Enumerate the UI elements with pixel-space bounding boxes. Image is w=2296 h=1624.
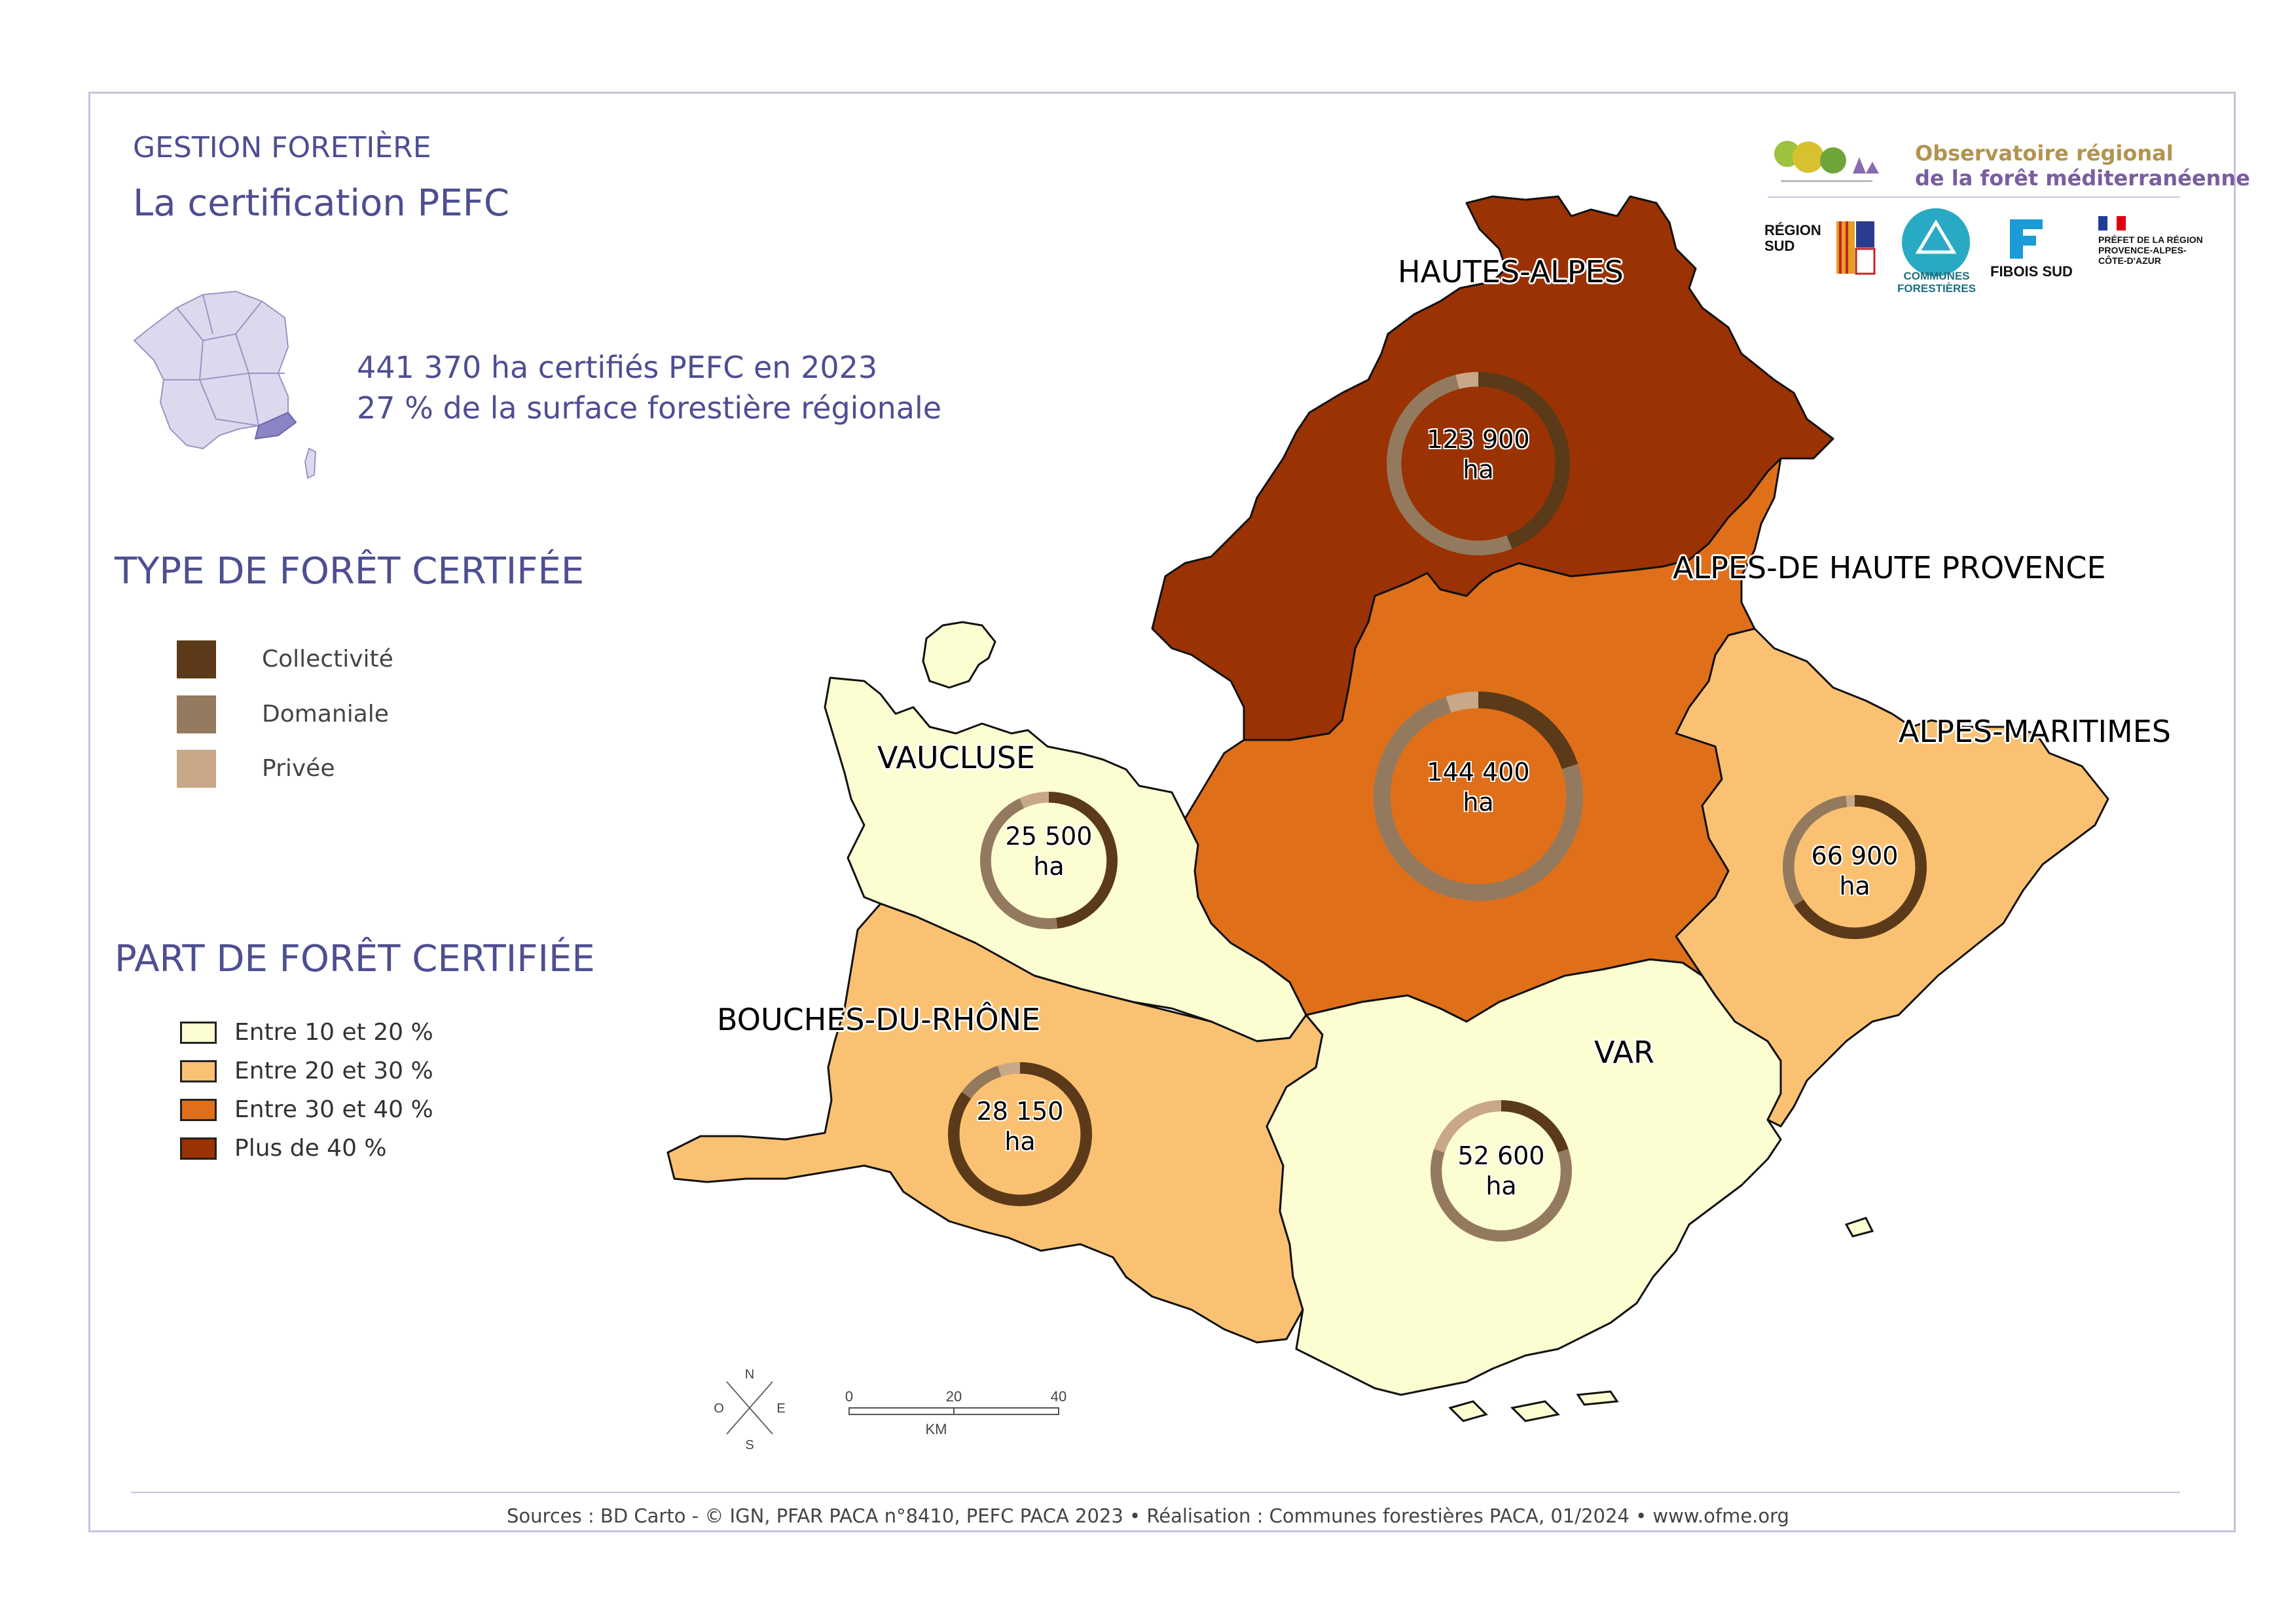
prefet-logo-icon [2098,216,2126,231]
fibois-logo-text: FIBOIS SUD [1990,263,2073,280]
dept-label-vaucluse: VAUCLUSE [877,740,1036,775]
ring-value-var-unit: ha [1485,1172,1517,1200]
dept-label-bouches-du-rhone: BOUCHES-DU-RHÔNE [717,1002,1041,1037]
ring-value-vaucluse-number: 25 500 [1005,822,1093,851]
ring-segment-privee-1 [1446,692,1479,713]
ring-value-ahp-unit: ha [1463,788,1494,817]
scale-tick-20: 20 [946,1388,962,1405]
france-inset-map [133,290,317,479]
ring-value-am-number: 66 900 [1811,841,1899,870]
observatoire-title-2: de la forêt méditerranéenne [1915,166,2250,191]
ring-value-vaucluse: 25 500 ha [970,821,1127,881]
communes-forestieres-logo-icon [1895,208,1977,299]
legend-swatch-20-30 [180,1060,217,1082]
footer-divider [131,1492,2180,1493]
legend-swatch-10-20 [180,1022,217,1044]
map-frame [88,92,2236,1532]
ring-value-var: 52 600 ha [1423,1141,1580,1201]
compass-rose-icon: N S O E [714,1367,785,1450]
ring-value-hautes-alpes-unit: ha [1463,455,1494,484]
region-sud-logo-icon [1836,221,1876,275]
ring-segment-domaniale-2 [1783,795,1848,906]
dept-label-var: VAR [1594,1035,1654,1070]
ring-value-vaucluse-unit: ha [1033,852,1065,881]
ring-segment-collectivite-0 [1478,372,1570,549]
island-1 [1448,1400,1488,1422]
prefet-logo-text: PRÉFET DE LA RÉGION PROVENCE-ALPES-CÔTE-… [2098,234,2203,266]
communes-logo-text: COMMUNES FORESTIÈRES [1897,270,1976,295]
ring-segment-privee-3 [1019,792,1049,809]
observatoire-logo-icon [1774,141,1879,182]
ring-value-am-unit: ha [1839,872,1870,900]
page-title: La certification PEFC [133,182,510,225]
logo-divider [1768,196,2180,198]
ring-segment-domaniale-5 [1430,1149,1572,1242]
dept-label-alpes-maritimes: ALPES-MARITIMES [1899,714,2171,749]
ring-segment-privee-4 [998,1062,1021,1077]
ring-segment-collectivite-5 [1501,1100,1569,1153]
section-title: GESTION FORETIÈRE [133,131,431,164]
legend-type-heading: TYPE DE FORÊT CERTIFÉE [115,550,585,593]
fibois-logo-icon [2010,219,2043,259]
ring-value-ahp-number: 144 400 [1427,758,1530,786]
observatoire-title-1: Observatoire régional [1915,141,2174,166]
legend-label-collectivite: Collectivité [262,646,393,673]
ring-segment-domaniale-4 [962,1065,1002,1099]
ring-segment-collectivite-3 [1048,792,1118,929]
dept-bouches-du-rhone [666,902,1324,1344]
dept-vaucluse-enclave [922,621,996,689]
dept-label-hautes-alpes: HAUTES-ALPES [1398,254,1624,289]
ring-value-bouches-du-rhone: 28 150 ha [941,1096,1099,1156]
scale-bar: 0 20 40 KM [845,1388,1066,1437]
ring-segment-domaniale-0 [1387,375,1512,555]
summary-stats: 441 370 ha certifiés PEFC en 2023 27 % d… [357,347,941,428]
legend-label-20-30: Entre 20 et 30 % [234,1058,433,1084]
legend-swatch-collectivite [177,640,216,678]
legend-label-40-plus: Plus de 40 % [234,1135,387,1162]
ring-segment-collectivite-1 [1478,692,1578,769]
ring-value-alpes-maritimes: 66 900 ha [1776,841,1933,901]
legend-label-10-20: Entre 10 et 20 % [234,1019,433,1046]
compass-o: O [714,1401,724,1416]
legend-label-privee: Privée [262,755,335,782]
legend-part-heading: PART DE FORÊT CERTIFIÉE [115,938,595,980]
compass-e: E [776,1401,785,1416]
ring-value-bdr-number: 28 150 [976,1097,1064,1126]
legend-swatch-30-40 [180,1099,217,1121]
ring-segment-domaniale-3 [980,798,1058,929]
legend-swatch-domaniale [177,695,216,733]
island-2 [1510,1400,1561,1422]
island-4 [1844,1217,1874,1238]
compass-n: N [745,1367,754,1382]
ring-value-bdr-unit: ha [1004,1127,1036,1156]
ring-segment-privee-2 [1846,795,1855,807]
ring-value-hautes-alpes: 123 900 ha [1400,424,1557,485]
scale-tick-40: 40 [1051,1388,1066,1405]
legend-swatch-40-plus [180,1137,217,1160]
island-3 [1576,1390,1619,1406]
legend-swatch-privee [177,750,216,788]
ring-value-alpes-de-haute-provence: 144 400 ha [1400,757,1557,817]
scale-tick-0: 0 [845,1388,853,1405]
ring-segment-collectivite-4 [948,1062,1092,1206]
ring-segment-privee-0 [1455,372,1479,390]
stats-line-1: 441 370 ha certifiés PEFC en 2023 [357,350,878,385]
ring-segment-collectivite-2 [1794,795,1927,939]
scale-unit: KM [926,1421,947,1437]
dept-hautes-alpes [1151,195,1834,741]
legend-label-30-40: Entre 30 et 40 % [234,1096,433,1123]
ring-value-var-number: 52 600 [1457,1141,1545,1170]
compass-s: S [745,1438,754,1450]
sources-footer: Sources : BD Carto - © IGN, PFAR PACA n°… [507,1505,1789,1527]
stats-line-2: 27 % de la surface forestière régionale [357,390,942,426]
ring-value-hautes-alpes-number: 123 900 [1427,425,1530,454]
dept-label-alpes-de-haute-provence: ALPES-DE HAUTE PROVENCE [1673,550,2106,585]
ring-segment-privee-5 [1434,1100,1502,1153]
region-sud-logo-text: RÉGION SUD [1764,222,1821,254]
ring-segment-domaniale-1 [1374,696,1583,901]
legend-label-domaniale: Domaniale [262,701,389,728]
